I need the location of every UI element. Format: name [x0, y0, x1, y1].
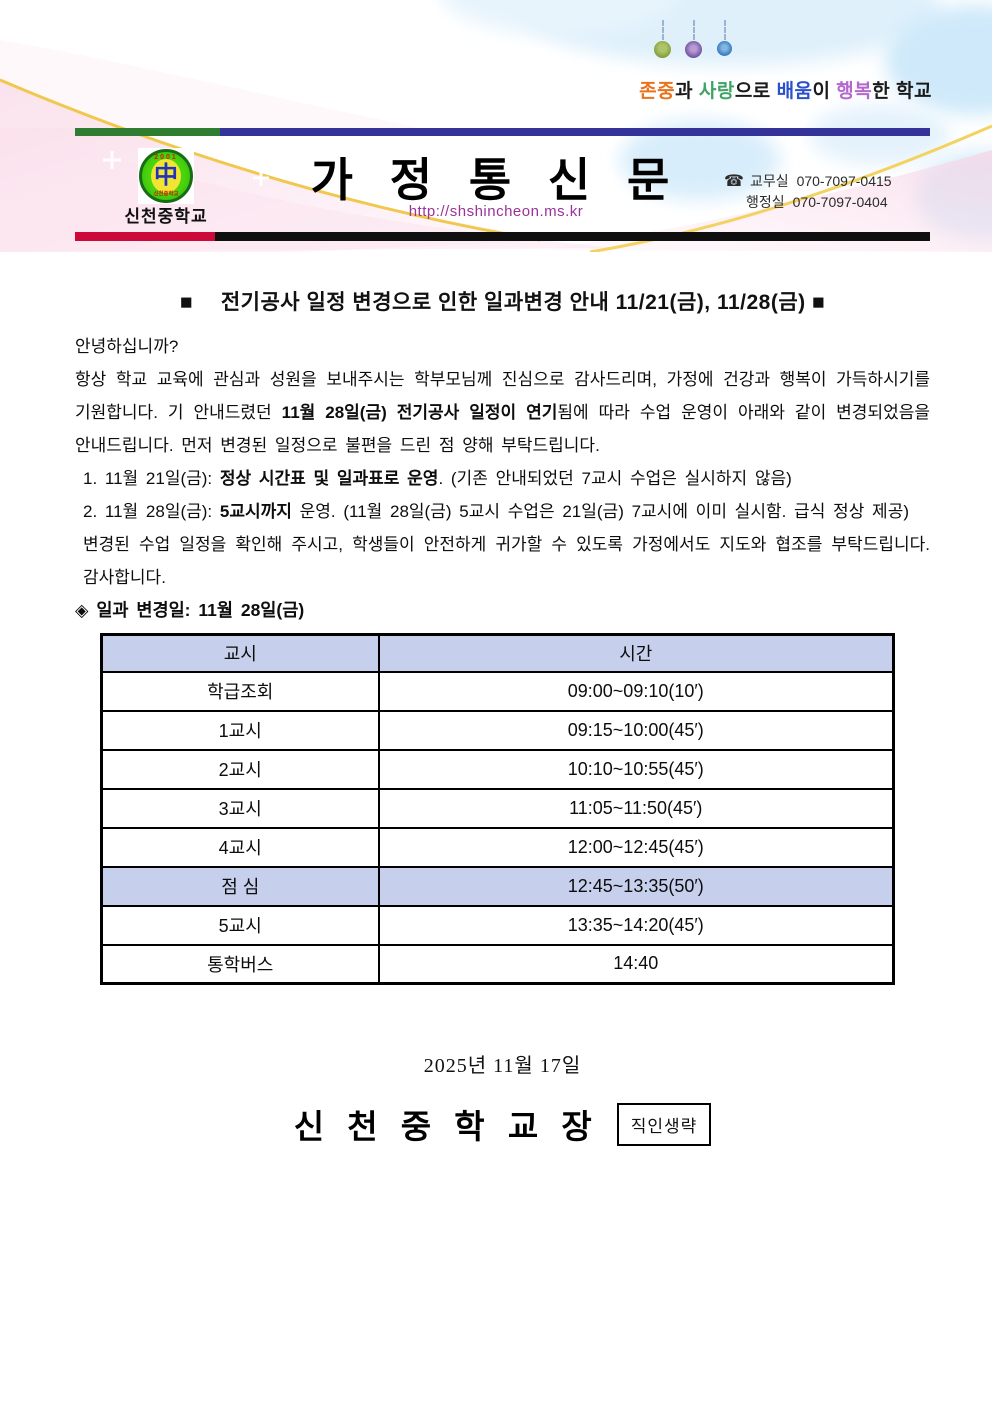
phone-number: 070-7097-0404 [792, 194, 888, 210]
phone-label: 교무실 [749, 173, 789, 189]
notice-body: 안녕하십니까? 항상 학교 교육에 관심과 성원을 보내주시는 학부모님께 진심… [75, 330, 930, 627]
text-segment: 사랑 [698, 81, 735, 102]
text-segment: 운영. (11월 28일(금) 5교시 수업은 21일(금) 7교시에 이미 실… [291, 502, 909, 521]
text-segment: 5교시까지 [219, 502, 292, 521]
period-cell: 5교시 [100, 904, 380, 946]
period-cell: 점 심 [100, 865, 380, 907]
dot-string [692, 20, 695, 40]
text-segment: 으로 [734, 81, 777, 102]
period-cell: 4교시 [100, 826, 380, 868]
notice-content: ■ 전기공사 일정 변경으로 인한 일과변경 안내 11/21(금), 11/2… [0, 286, 992, 1148]
stamp-omitted-box: 직인생략 [616, 1102, 712, 1146]
period-cell: 2교시 [100, 748, 380, 790]
logo-bottom-text: 신천중학교 [153, 192, 179, 198]
text-segment: 항상 학교 교육에 관심과 성원을 보내주시는 학부모님께 진심으로 감사드리며… [75, 370, 930, 422]
text-segment: 이 [812, 81, 837, 102]
text-segment: 11월 28일(금) 전기공사 일정이 연기 [281, 403, 558, 422]
text-segment: 한 학교 [872, 81, 932, 102]
time-cell: 11:05~11:50(45′) [377, 787, 895, 829]
text-segment: 존중 [639, 81, 676, 102]
period-cell: 1교시 [100, 709, 380, 751]
phone-label: 행정실 [746, 194, 785, 210]
dot-string [723, 20, 726, 40]
period-cell: 통학버스 [100, 943, 380, 985]
time-cell: 12:45~13:35(50′) [377, 865, 895, 907]
time-cell: 14:40 [377, 943, 895, 985]
school-slogan: 존중과 사랑으로 배움이 행복한 학교 [639, 76, 932, 103]
header-background-decoration [0, 0, 992, 252]
table-row: 1교시 09:15~10:00(45′) [100, 709, 895, 751]
time-cell: 10:10~10:55(45′) [377, 748, 895, 790]
schedule-table: 교시 시간 학급조회 09:00~09:10(10′) 1교시 09:15~10:00… [100, 633, 895, 985]
table-row: 통학버스 14:40 [100, 943, 895, 985]
dot-string [661, 20, 664, 40]
blue-bar-segment [220, 128, 930, 136]
table-row: 5교시 13:35~14:20(45′) [100, 904, 895, 946]
green-bar-segment [75, 128, 220, 136]
text-segment: . (기존 안내되었던 7교시 수업은 실시하지 않음) [438, 469, 792, 488]
closing-paragraph: 변경된 수업 일정을 확인해 주시고, 학생들이 안전하게 귀가할 수 있도록 … [75, 528, 930, 594]
table-header-row: 교시 시간 [100, 633, 895, 673]
phone-row-office: ☎ 교무실 070-7097-0415 [724, 171, 892, 192]
notice-heading: ■ 전기공사 일정 변경으로 인한 일과변경 안내 11/21(금), 11/2… [179, 291, 826, 314]
column-header-period: 교시 [100, 633, 380, 673]
purple-dot-icon [685, 41, 702, 58]
school-emblem-icon: 2001 中 신천중학교 [139, 149, 193, 203]
logo-glyph: 中 [154, 162, 178, 189]
table-row: 2교시 10:10~10:55(45′) [100, 748, 895, 790]
blue-dot-icon [717, 41, 732, 56]
school-logo: 2001 中 신천중학교 [138, 148, 194, 204]
black-bar-segment [215, 232, 930, 241]
bottom-divider-bar [75, 232, 930, 241]
top-divider-bar [75, 128, 930, 136]
time-cell: 09:00~09:10(10′) [377, 670, 895, 712]
column-header-time: 시간 [377, 633, 895, 673]
principal-signature: 신 천 중 학 교 장 [293, 1108, 599, 1145]
logo-inner-shape: 中 [151, 159, 181, 193]
school-website-url: http://shshincheon.ms.kr [408, 203, 584, 220]
time-cell: 09:15~10:00(45′) [377, 709, 895, 751]
time-cell: 13:35~14:20(45′) [377, 904, 895, 946]
greeting-line: 안녕하십니까? [75, 330, 930, 363]
crimson-bar-segment [75, 232, 215, 241]
schedule-item-1: 1. 11월 21일(금): 정상 시간표 및 일과표로 운영. (기존 안내되… [75, 462, 930, 495]
signature-row: 신 천 중 학 교 장 직인생략 [75, 1100, 930, 1148]
text-segment: 배움 [776, 81, 813, 102]
page-header: 존중과 사랑으로 배움이 행복한 학교 2001 中 신천중학교 신천중학교 가… [0, 0, 992, 252]
text-segment: 변경된 수업 일정을 확인해 주시고, 학생들이 안전하게 귀가할 수 있도록 … [83, 535, 930, 587]
text-segment: 됨에 따라 수업 운영이 아래와 같이 변경되었음을 안내드립니다. 먼저 변경… [75, 403, 931, 455]
change-date-line: ◈ 일과 변경일: 11월 28일(금) [75, 600, 305, 620]
text-segment: 안녕하십니까? [75, 337, 179, 356]
period-cell: 학급조회 [100, 670, 380, 712]
school-name: 신천중학교 [124, 207, 208, 226]
telephone-icon: ☎ [724, 173, 744, 190]
phone-row-admin: 행정실 070-7097-0404 [724, 192, 892, 213]
text-segment: 2. 11월 28일(금): [83, 502, 220, 521]
contact-phones: ☎ 교무실 070-7097-0415 행정실 070-7097-0404 [724, 171, 892, 213]
table-row: 4교시 12:00~12:45(45′) [100, 826, 895, 868]
text-segment: 과 [675, 81, 699, 102]
phone-number: 070-7097-0415 [796, 173, 892, 189]
table-row: 점 심 12:45~13:35(50′) [100, 865, 895, 907]
period-cell: 3교시 [100, 787, 380, 829]
table-row: 학급조회 09:00~09:10(10′) [100, 670, 895, 712]
table-row: 3교시 11:05~11:50(45′) [100, 787, 895, 829]
hanging-dots-ornament [648, 20, 748, 68]
newsletter-title: 가 정 통 신 문 [310, 154, 682, 206]
time-cell: 12:00~12:45(45′) [377, 826, 895, 868]
text-segment: 정상 시간표 및 일과표로 운영 [219, 469, 439, 488]
intro-paragraph: 항상 학교 교육에 관심과 성원을 보내주시는 학부모님께 진심으로 감사드리며… [75, 363, 930, 462]
schedule-item-2: 2. 11월 28일(금): 5교시까지 운영. (11월 28일(금) 5교시… [75, 495, 930, 528]
issue-date: 2025년 11월 17일 [423, 1055, 582, 1077]
text-segment: 행복 [836, 81, 873, 102]
green-dot-icon [654, 41, 671, 58]
logo-year: 2001 [154, 154, 178, 161]
text-segment: 1. 11월 21일(금): [83, 469, 220, 488]
